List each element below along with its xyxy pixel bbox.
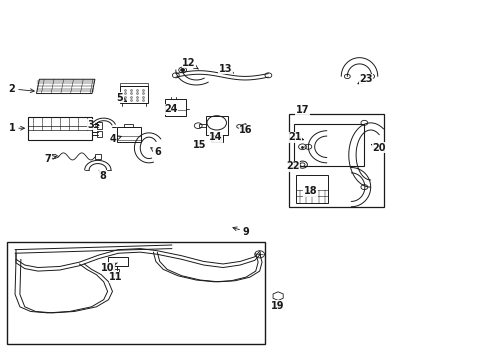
Text: 4: 4	[110, 134, 122, 144]
Bar	[109, 269, 119, 273]
Text: 2: 2	[9, 84, 34, 94]
Text: 9: 9	[233, 227, 249, 237]
Bar	[28, 117, 92, 140]
Bar	[165, 99, 186, 116]
Text: 17: 17	[296, 105, 309, 115]
Text: 11: 11	[109, 272, 122, 282]
Text: 10: 10	[101, 262, 117, 273]
Text: 6: 6	[151, 147, 161, 157]
Text: 23: 23	[358, 74, 372, 84]
Text: 22: 22	[286, 161, 300, 171]
Bar	[124, 124, 133, 127]
Bar	[7, 242, 266, 343]
Text: 8: 8	[99, 170, 106, 181]
Text: 24: 24	[164, 104, 178, 114]
Bar	[98, 131, 102, 137]
Text: 19: 19	[271, 301, 285, 311]
Text: 5: 5	[117, 93, 126, 103]
Bar	[294, 123, 365, 166]
Bar	[211, 135, 223, 143]
Bar	[117, 127, 141, 143]
Bar	[206, 116, 228, 135]
Text: 18: 18	[304, 186, 318, 197]
Text: 12: 12	[182, 58, 198, 69]
Bar	[120, 83, 148, 86]
Bar	[120, 86, 148, 103]
Text: 15: 15	[193, 140, 206, 150]
Circle shape	[181, 68, 185, 71]
Bar	[296, 175, 328, 203]
Text: 7: 7	[44, 154, 56, 163]
Bar	[98, 122, 102, 129]
Text: 21: 21	[288, 132, 303, 142]
Text: 3: 3	[87, 120, 99, 130]
Bar	[289, 114, 384, 207]
Text: 14: 14	[209, 132, 222, 142]
Text: 16: 16	[239, 125, 253, 135]
Text: 20: 20	[371, 143, 386, 153]
Bar	[108, 257, 128, 266]
Text: 1: 1	[9, 123, 24, 133]
Text: 13: 13	[219, 64, 233, 73]
